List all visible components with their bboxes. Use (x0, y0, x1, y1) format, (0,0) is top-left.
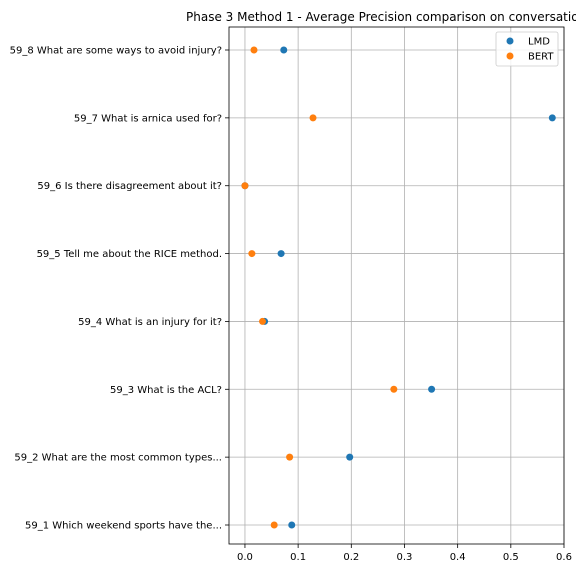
data-point-bert (241, 182, 249, 190)
legend-label-bert: BERT (528, 52, 554, 63)
y-tick-label: 59_4 What is an injury for it? (78, 317, 222, 328)
plot-frame (228, 26, 565, 545)
legend-marker-lmd (506, 37, 514, 45)
data-point-lmd (428, 385, 436, 393)
data-point-lmd (280, 46, 288, 54)
data-point-bert (286, 453, 294, 461)
x-tick-label: 0.4 (450, 552, 466, 563)
data-point-bert (250, 46, 258, 54)
x-tick-label: 0.0 (237, 552, 253, 563)
data-point-bert (270, 521, 278, 529)
y-tick-label: 59_8 What are some ways to avoid injury? (10, 46, 222, 57)
x-tick-label: 0.5 (503, 552, 519, 563)
y-tick-label: 59_5 Tell me about the RICE method. (37, 249, 222, 260)
data-point-bert (390, 385, 398, 393)
y-tick-label: 59_1 Which weekend sports have the... (25, 521, 222, 532)
data-point-lmd (548, 114, 556, 122)
data-point-bert (259, 317, 266, 325)
data-point-lmd (277, 250, 285, 258)
x-tick-label: 0.6 (556, 552, 572, 563)
data-point-bert (248, 250, 256, 258)
x-tick-label: 0.3 (397, 552, 413, 563)
y-tick-label: 59_2 What are the most common types... (14, 453, 222, 464)
chart-title: Phase 3 Method 1 - Average Precision com… (186, 10, 576, 24)
data-point-bert (309, 114, 317, 122)
data-point-lmd (288, 521, 296, 529)
y-tick-label: 59_7 What is arnica used for? (74, 113, 222, 124)
x-tick-label: 0.1 (290, 552, 306, 563)
x-tick-label: 0.2 (343, 552, 359, 563)
plot-area: 0.0 0.1 0.2 0.3 0.4 0.5 0.6 59_1 Which weekend … (10, 26, 572, 563)
data-point-lmd (346, 453, 354, 461)
y-tick-label: 59_6 Is there disagreement about it? (37, 181, 222, 192)
legend-label-lmd: LMD (528, 37, 550, 48)
legend-marker-bert (506, 52, 514, 60)
y-tick-label: 59_3 What is the ACL? (110, 385, 222, 396)
